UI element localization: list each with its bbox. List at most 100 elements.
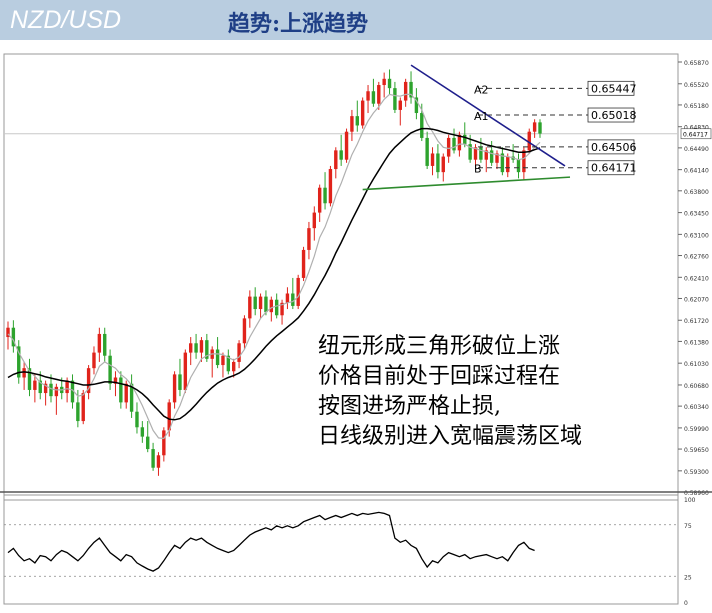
candle-body bbox=[425, 137, 429, 166]
candle-body bbox=[398, 100, 402, 110]
candle-body bbox=[6, 327, 10, 338]
price-tick-label: 0.65520 bbox=[684, 82, 709, 89]
price-tick-label: 0.61720 bbox=[684, 318, 709, 325]
candle-body bbox=[452, 137, 456, 151]
candle-body bbox=[146, 436, 150, 450]
candle-body bbox=[344, 131, 349, 160]
candle-body bbox=[124, 383, 128, 403]
candle-body bbox=[538, 122, 542, 134]
candle-body bbox=[522, 150, 526, 173]
candle-body bbox=[457, 134, 462, 151]
candle-body bbox=[484, 150, 488, 160]
candle-body bbox=[441, 156, 445, 173]
candle-body bbox=[76, 402, 80, 422]
candle-body bbox=[54, 386, 59, 397]
candle-body bbox=[328, 169, 333, 204]
candle-body bbox=[468, 144, 472, 160]
price-tick-label: 0.63100 bbox=[684, 232, 709, 239]
candle-body bbox=[237, 343, 241, 362]
candle-body bbox=[151, 449, 155, 468]
candle-body bbox=[194, 343, 198, 353]
candle-body bbox=[119, 377, 123, 403]
candle-body bbox=[140, 427, 145, 437]
candle-body bbox=[489, 150, 494, 163]
candle-body bbox=[129, 383, 134, 412]
candle-body bbox=[135, 411, 139, 428]
candle-body bbox=[253, 296, 257, 310]
candle-body bbox=[231, 361, 236, 372]
trend-title: 趋势:上涨趋势 bbox=[228, 11, 369, 37]
header-bar: NZD/USD 趋势:上涨趋势 bbox=[0, 0, 712, 40]
candle-body bbox=[495, 153, 499, 163]
oscillator-line bbox=[7, 511, 535, 572]
level-tag: A2 bbox=[474, 83, 489, 96]
candle-body bbox=[27, 368, 32, 390]
price-tick-label: 0.60680 bbox=[684, 383, 709, 390]
fast-moving-average-line bbox=[7, 93, 541, 440]
price-tick-label: 0.61380 bbox=[684, 339, 709, 346]
candle-body bbox=[92, 352, 96, 369]
price-tick-label: 0.65180 bbox=[684, 103, 709, 110]
currency-pair-title: NZD/USD bbox=[10, 6, 122, 34]
candle-body bbox=[156, 455, 161, 468]
annotation-line: 纽元形成三角形破位上涨 bbox=[318, 334, 561, 359]
candle-body bbox=[178, 374, 182, 390]
candle-body bbox=[97, 333, 102, 353]
price-tick-label: 0.59300 bbox=[684, 469, 709, 476]
price-tick-label: 0.62410 bbox=[684, 275, 709, 282]
candle-body bbox=[269, 299, 274, 313]
level-value-box bbox=[587, 80, 635, 96]
candle-body bbox=[70, 380, 75, 403]
price-tick-label: 0.65870 bbox=[684, 60, 709, 67]
price-tick-label: 0.60340 bbox=[684, 404, 709, 411]
candle-body bbox=[414, 97, 419, 114]
candle-body bbox=[446, 137, 451, 157]
candle-body bbox=[323, 187, 327, 204]
candle-body bbox=[291, 293, 295, 306]
candle-body bbox=[317, 187, 322, 213]
price-tick-label: 0.59990 bbox=[684, 426, 709, 433]
candle-body bbox=[43, 383, 48, 394]
target-levels: 0.65447 A2 0.65018 A1 0.64506 0.64171 B bbox=[474, 80, 637, 176]
candle-body bbox=[436, 153, 440, 173]
oscillator-tick-label: 100 bbox=[684, 497, 696, 504]
candle-body bbox=[393, 88, 397, 110]
price-tick-label: 0.63450 bbox=[684, 211, 709, 218]
price-tick-label: 0.64140 bbox=[684, 168, 709, 175]
candle-body bbox=[312, 212, 317, 229]
slow-moving-average-line bbox=[7, 127, 541, 421]
candle-body bbox=[500, 153, 505, 173]
current-price-label: 0.64717 bbox=[683, 132, 708, 139]
level-tag: A1 bbox=[474, 110, 489, 123]
candle-body bbox=[382, 78, 386, 86]
moving-averages bbox=[7, 93, 541, 440]
candle-body bbox=[307, 228, 311, 250]
candle-body bbox=[103, 333, 107, 356]
candle-body bbox=[387, 78, 392, 89]
annotation-line: 价格目前处于回踩过程在 bbox=[318, 364, 561, 389]
price-tick-label: 0.64490 bbox=[684, 146, 709, 153]
level-value: 0.64506 bbox=[591, 141, 637, 154]
candle-body bbox=[248, 296, 252, 319]
level-value-box bbox=[587, 139, 635, 155]
candle-body bbox=[108, 355, 112, 384]
candle-body bbox=[409, 81, 413, 98]
candle-body bbox=[360, 100, 365, 126]
candle-body bbox=[183, 352, 188, 390]
candle-body bbox=[285, 293, 290, 303]
level-value: 0.65447 bbox=[591, 82, 637, 95]
oscillator-panel: 100 75 25 0 bbox=[0, 491, 712, 607]
candle-body bbox=[403, 81, 408, 101]
candle-body bbox=[371, 91, 376, 104]
level-value: 0.65018 bbox=[591, 109, 637, 122]
oscillator-tick-label: 0 bbox=[684, 600, 688, 607]
candle-body bbox=[65, 380, 69, 394]
price-tick-label: 0.59650 bbox=[684, 447, 709, 454]
level-value-box bbox=[587, 107, 635, 123]
price-tick-label: 0.62760 bbox=[684, 254, 709, 261]
main-price-axis: 0.65870 0.65520 0.65180 0.64830 0.64490 0.641… bbox=[678, 60, 712, 497]
level-value-box bbox=[587, 160, 635, 176]
candle-body bbox=[339, 150, 343, 160]
candle-body bbox=[334, 150, 338, 170]
candle-body bbox=[38, 380, 42, 394]
